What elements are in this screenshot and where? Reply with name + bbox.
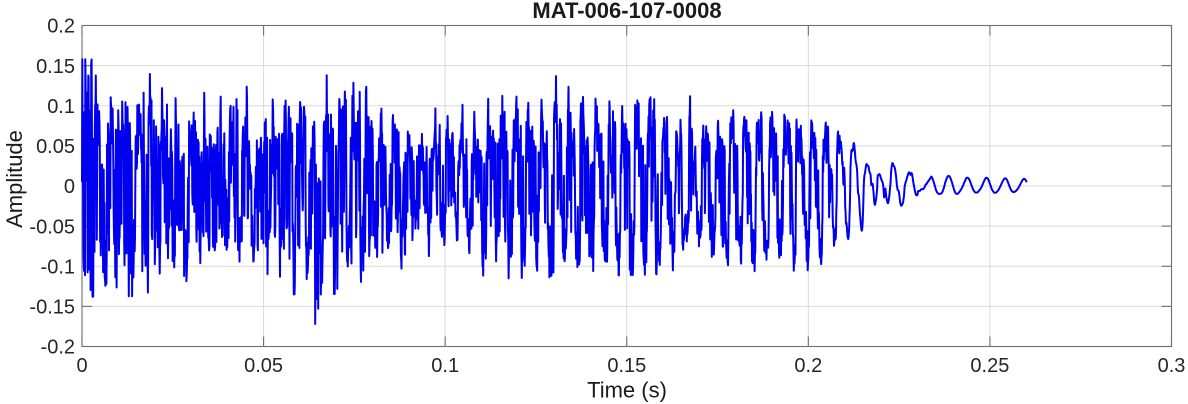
svg-text:0.25: 0.25 (970, 355, 1009, 377)
svg-text:0: 0 (76, 355, 87, 377)
svg-text:-0.2: -0.2 (41, 337, 75, 359)
svg-text:-0.05: -0.05 (29, 216, 75, 238)
svg-text:0.2: 0.2 (794, 355, 822, 377)
svg-text:Time (s): Time (s) (587, 378, 667, 403)
svg-text:0.2: 0.2 (47, 16, 75, 38)
svg-text:Amplitude: Amplitude (2, 130, 27, 228)
svg-text:0.1: 0.1 (47, 96, 75, 118)
svg-text:0.15: 0.15 (607, 355, 646, 377)
svg-text:MAT-006-107-0008: MAT-006-107-0008 (532, 0, 721, 23)
svg-text:0.15: 0.15 (36, 56, 75, 78)
svg-text:-0.15: -0.15 (29, 297, 75, 319)
svg-text:0.05: 0.05 (244, 355, 283, 377)
svg-text:0.05: 0.05 (36, 136, 75, 158)
svg-text:0.3: 0.3 (1158, 355, 1186, 377)
svg-text:-0.1: -0.1 (41, 256, 75, 278)
svg-text:0: 0 (64, 176, 75, 198)
svg-text:0.1: 0.1 (431, 355, 459, 377)
